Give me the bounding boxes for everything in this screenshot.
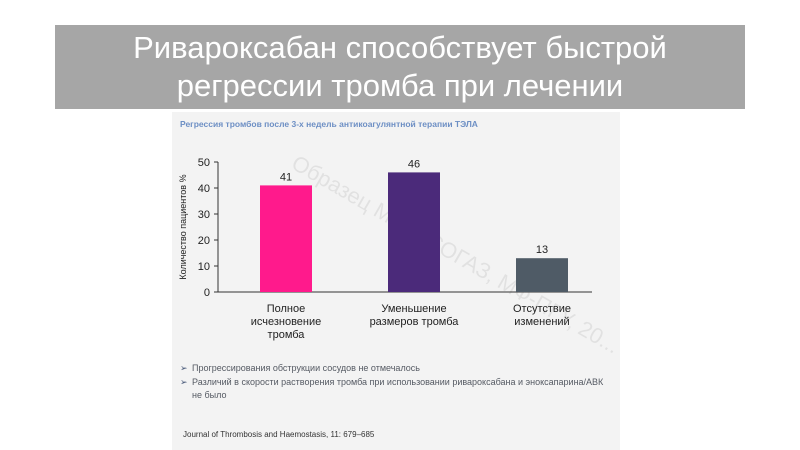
category-label: Уменьшение <box>381 303 446 315</box>
y-tick-label: 0 <box>204 287 210 299</box>
arrow-bullet-icon: ➢ <box>180 363 188 373</box>
bar-chart: 0 10 20 30 40 50 Количество пациентов % 41 Полно… <box>178 157 592 341</box>
category-label: исчезновение <box>251 316 322 328</box>
data-label: 46 <box>408 158 420 170</box>
slide-title: Ривароксабан способствует быстрой регрес… <box>55 25 745 109</box>
y-tick-label: 30 <box>198 209 210 221</box>
category-label: Полное <box>267 303 306 315</box>
y-tick-label: 50 <box>198 157 210 169</box>
bar <box>388 172 440 292</box>
category-label: размеров тромба <box>370 316 460 328</box>
note-item: ➢ Различий в скорости растворения тромба… <box>180 376 610 403</box>
figure-notes: ➢ Прогрессирования обструкции сосудов не… <box>180 362 610 403</box>
data-label: 13 <box>536 244 548 256</box>
y-tick-label: 20 <box>198 235 210 247</box>
y-axis-label: Количество пациентов % <box>178 174 188 279</box>
slide-title-line-2: регрессии тромба при лечении <box>176 68 624 103</box>
slide-title-line-1: Ривароксабан способствует быстрой <box>133 30 667 65</box>
note-text: Прогрессирования обструкции сосудов не о… <box>192 363 420 373</box>
source-citation: Journal of Thrombosis and Haemostasis, 1… <box>183 430 375 439</box>
note-item: ➢ Прогрессирования обструкции сосудов не… <box>180 362 610 376</box>
category-label: Отсутствие <box>513 303 571 315</box>
figure-subtitle: Регрессия тромбов после 3-х недель антик… <box>180 119 478 129</box>
data-label: 41 <box>280 171 292 183</box>
arrow-bullet-icon: ➢ <box>180 376 188 387</box>
bar <box>516 258 568 292</box>
y-tick-label: 40 <box>198 183 210 195</box>
note-text: Различий в скорости растворения тромба п… <box>192 376 604 401</box>
category-label: тромба <box>268 329 306 341</box>
bar <box>260 185 312 292</box>
y-tick-label: 10 <box>198 261 210 273</box>
category-label: изменений <box>514 316 569 328</box>
